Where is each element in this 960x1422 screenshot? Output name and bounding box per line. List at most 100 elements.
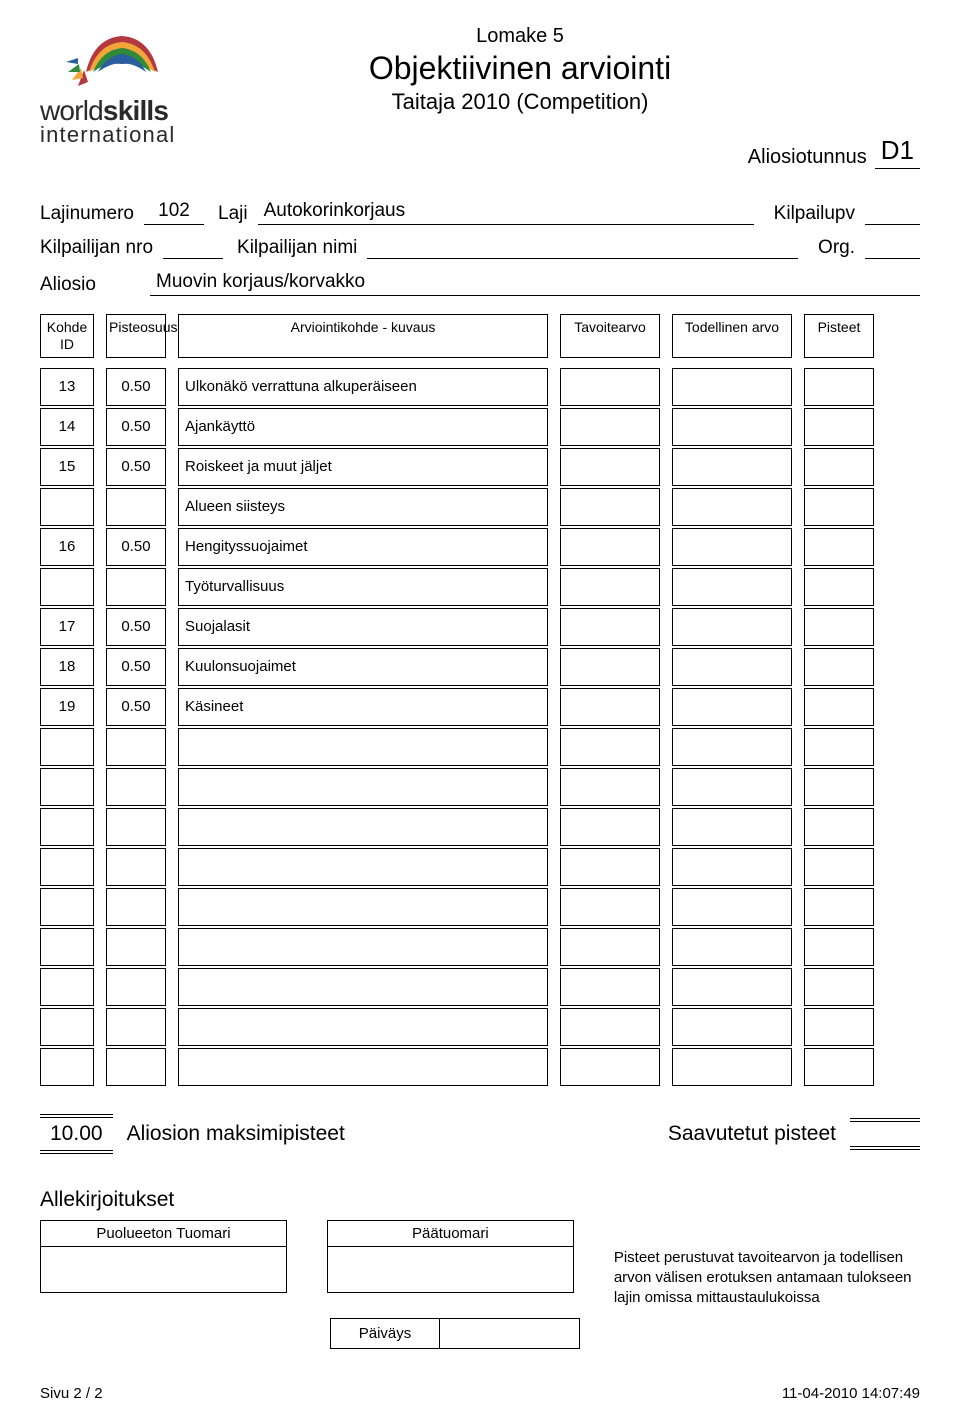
cell-points <box>804 1048 874 1086</box>
footer-left: Sivu 2 / 2 <box>40 1385 103 1402</box>
cell-points <box>804 448 874 486</box>
cell-points <box>804 928 874 966</box>
cell-score <box>106 768 166 806</box>
signature-label-1: Puolueeton Tuomari <box>40 1220 287 1247</box>
sub-title: Taitaja 2010 (Competition) <box>340 89 700 115</box>
table-row: 160.50Hengityssuojaimet <box>40 528 920 566</box>
reached-points-label: Saavutetut pisteet <box>668 1122 836 1146</box>
table-row: 18 0.50 Kuulonsuojaimet <box>40 648 920 686</box>
cell-points <box>804 728 874 766</box>
cell-actual <box>672 808 792 846</box>
info-row-3: Aliosio Muovin korjaus/korvakko <box>40 271 920 296</box>
signature-field-1 <box>40 1247 287 1293</box>
cell-id <box>40 968 94 1006</box>
table-row-empty <box>40 1048 920 1086</box>
signature-note: Pisteet perustuvat tavoitearvon ja todel… <box>614 1220 920 1309</box>
cell-id <box>40 768 94 806</box>
cell-desc: Hengityssuojaimet <box>178 528 548 566</box>
cell-id <box>40 1048 94 1086</box>
kilpailupv-value <box>865 222 920 225</box>
cell-desc: Kuulonsuojaimet <box>178 648 548 686</box>
date-field <box>440 1318 580 1349</box>
cell-id: 13 <box>40 368 94 406</box>
cell-desc <box>178 1008 548 1046</box>
cell-target <box>560 688 660 726</box>
cell-desc <box>178 888 548 926</box>
cell-id: 18 <box>40 648 94 686</box>
cell-target <box>560 608 660 646</box>
cell-points <box>804 968 874 1006</box>
cell-desc <box>178 848 548 886</box>
laji-value: Autokorinkorjaus <box>258 200 754 225</box>
cell-target <box>560 488 660 526</box>
svg-text:international: international <box>40 122 175 147</box>
totals-right: Saavutetut pisteet <box>668 1118 920 1150</box>
cell-points <box>804 608 874 646</box>
totals-left: 10.00 Aliosion maksimipisteet <box>40 1114 345 1154</box>
cell-score <box>106 968 166 1006</box>
cell-actual <box>672 1048 792 1086</box>
cell-points <box>804 1008 874 1046</box>
col-head-points: Pisteet <box>804 314 874 358</box>
col-head-id: Kohde ID <box>40 314 94 358</box>
date-label: Päiväys <box>330 1318 440 1349</box>
cell-actual <box>672 648 792 686</box>
cell-target <box>560 568 660 606</box>
cell-actual <box>672 368 792 406</box>
cell-desc: Suojalasit <box>178 608 548 646</box>
table-header-row: Kohde ID Pisteosuus Arviointikohde - kuv… <box>40 314 920 358</box>
header: worldskills international Lomake 5 Objek… <box>40 20 920 200</box>
cell-points <box>804 488 874 526</box>
table-row: 190.50Käsineet <box>40 688 920 726</box>
cell-target <box>560 528 660 566</box>
cell-id <box>40 728 94 766</box>
cell-desc <box>178 968 548 1006</box>
table-row: Alueen siisteys <box>40 488 920 526</box>
cell-target <box>560 968 660 1006</box>
col-head-actual: Todellinen arvo <box>672 314 792 358</box>
table-row: Työturvallisuus <box>40 568 920 606</box>
cell-score: 0.50 <box>106 608 166 646</box>
cell-score: 0.50 <box>106 648 166 686</box>
table-row: 130.50Ulkonäkö verrattuna alkuperäiseen <box>40 368 920 406</box>
cell-id: 17 <box>40 608 94 646</box>
cell-points <box>804 528 874 566</box>
cell-actual <box>672 768 792 806</box>
col-head-desc: Arviointikohde - kuvaus <box>178 314 548 358</box>
cell-actual <box>672 488 792 526</box>
max-points-value: 10.00 <box>40 1114 113 1154</box>
table-row-empty <box>40 808 920 846</box>
table-row: 150.50Roiskeet ja muut jäljet <box>40 448 920 486</box>
form-number: Lomake 5 <box>340 25 700 48</box>
cell-score <box>106 888 166 926</box>
worldskills-logo-icon: worldskills international <box>40 30 220 150</box>
org-label: Org. <box>798 237 865 259</box>
signature-box-1: Puolueeton Tuomari <box>40 1220 287 1293</box>
cell-target <box>560 1008 660 1046</box>
table-row-empty <box>40 848 920 886</box>
lajinumero-value: 102 <box>144 200 204 225</box>
table-row-empty <box>40 928 920 966</box>
cell-score: 0.50 <box>106 408 166 446</box>
cell-actual <box>672 408 792 446</box>
cell-points <box>804 808 874 846</box>
cell-id: 19 <box>40 688 94 726</box>
cell-target <box>560 808 660 846</box>
cell-desc: Ajankäyttö <box>178 408 548 446</box>
cell-actual <box>672 728 792 766</box>
cell-score: 0.50 <box>106 528 166 566</box>
kilpailijan-nro-value <box>163 256 223 259</box>
cell-score <box>106 808 166 846</box>
table-empty-rows <box>40 728 920 1086</box>
kilpailijan-nimi-label: Kilpailijan nimi <box>223 237 367 259</box>
table-row-empty <box>40 1008 920 1046</box>
cell-actual <box>672 1008 792 1046</box>
kilpailijan-nimi-value <box>367 256 798 259</box>
org-value <box>865 256 920 259</box>
cell-id: 14 <box>40 408 94 446</box>
kilpailijan-nro-label: Kilpailijan nro <box>40 237 163 259</box>
cell-id <box>40 1008 94 1046</box>
cell-points <box>804 368 874 406</box>
cell-target <box>560 768 660 806</box>
signature-box-2: Päätuomari <box>327 1220 574 1293</box>
